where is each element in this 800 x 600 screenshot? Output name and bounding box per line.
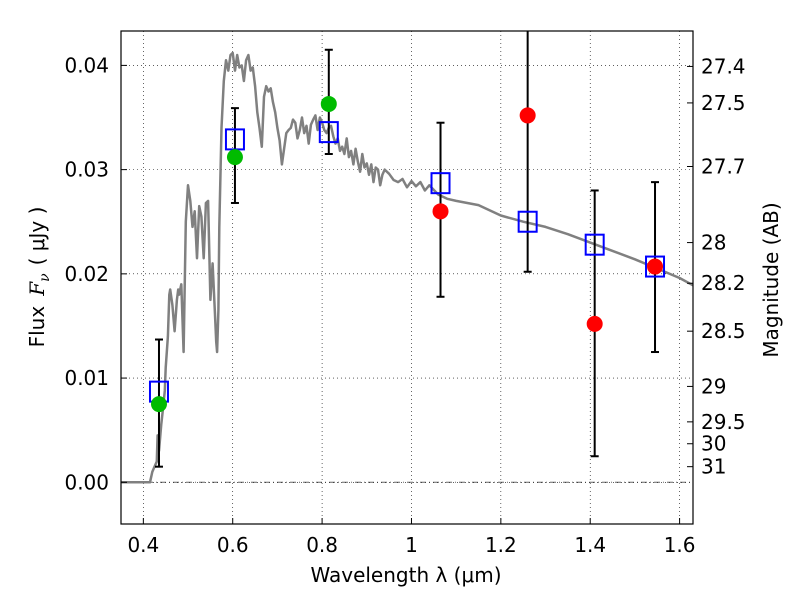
y-tick-label: 0.02 [64,262,109,286]
y2-axis-title: Magnitude (AB) [759,202,783,357]
magnitude-tick-label: 27.4 [701,54,746,78]
x-axis-title: Wavelength λ (μm) [310,563,501,587]
x-axis-ticks: 0.4 0.6 0.8 1 1.2 1.4 1.6 [127,518,696,557]
magnitude-tick-label: 31 [701,455,726,479]
magnitude-tick-label: 28.2 [701,271,746,295]
x-tick-label: 0.6 [217,533,249,557]
y-axis-title: Flux Fν ( μJy ) [25,207,53,348]
magnitude-tick-label: 28.5 [701,319,746,343]
y-axis-title-prefix: Flux [25,306,49,348]
observed-flux-point [150,396,167,413]
x-tick-label: 0.4 [127,533,159,557]
model-flux-square [430,172,451,195]
x-tick-label: 1.2 [485,533,517,557]
y-tick-label: 0.01 [64,366,109,390]
observed-flux-point [432,203,449,220]
y-axis-title-unit: ( μJy ) [25,207,49,266]
y-tick-label: 0.00 [64,470,109,494]
observed-flux-point [519,107,536,124]
magnitude-tick-label: 27.5 [701,91,746,115]
y-axis-title-subscript: ν [37,273,53,282]
model-sed-line [121,51,694,484]
observed-flux-point [226,149,243,166]
magnitude-tick-label: 27.7 [701,154,746,178]
observed-flux-point [586,315,603,332]
model-flux-square [584,233,605,256]
y-tick-label: 0.03 [64,158,109,182]
model-flux-square [318,121,339,144]
y-axis-title-symbol: F [25,281,49,297]
plot-content [121,31,694,484]
magnitude-tick-label: 30 [701,432,726,456]
y-axis-ticks: 0.00 0.01 0.02 0.03 0.04 [64,53,127,494]
x-tick-label: 1 [405,533,418,557]
y-tick-label: 0.04 [64,53,109,77]
model-flux-square [645,255,666,278]
observed-flux-point [647,258,664,275]
magnitude-tick-label: 29.5 [701,410,746,434]
magnitude-tick-label: 28 [701,231,726,255]
x-tick-label: 1.4 [574,533,606,557]
observed-flux-point [320,95,337,112]
x-tick-label: 1.6 [664,533,696,557]
model-flux-square [517,210,538,233]
plot-frame [120,30,694,525]
x-tick-label: 0.8 [306,533,338,557]
magnitude-tick-label: 29 [701,374,726,398]
grid-lines [121,31,693,524]
